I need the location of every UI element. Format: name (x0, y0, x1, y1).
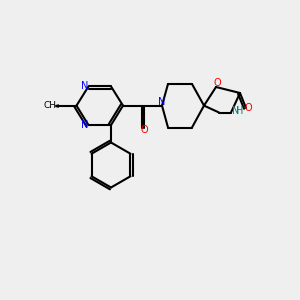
Text: O: O (213, 78, 221, 88)
Text: N: N (232, 106, 239, 116)
Text: CH₃: CH₃ (44, 101, 60, 110)
Text: O: O (140, 125, 148, 135)
Text: H: H (236, 106, 243, 116)
Text: N: N (158, 97, 166, 107)
Text: O: O (244, 103, 252, 113)
Text: N: N (81, 81, 88, 92)
Text: N: N (81, 120, 88, 130)
